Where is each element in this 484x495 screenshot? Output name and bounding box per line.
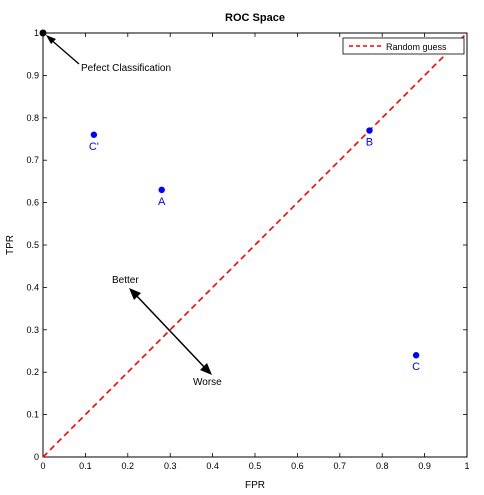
y-tick-label: 1 bbox=[34, 28, 39, 38]
legend-box bbox=[342, 37, 465, 55]
y-tick-label: 0 bbox=[34, 452, 39, 462]
point-label: C' bbox=[89, 141, 99, 153]
point-label: C bbox=[412, 361, 420, 373]
y-tick-label: 0.5 bbox=[26, 240, 39, 250]
worse-label: Worse bbox=[193, 377, 222, 388]
point-c-prime bbox=[90, 131, 98, 138]
x-tick-label: 0.7 bbox=[334, 461, 347, 471]
point-label: A bbox=[158, 196, 166, 208]
x-tick-label: 0.2 bbox=[122, 461, 135, 471]
better-label: Better bbox=[112, 275, 139, 286]
y-tick-label: 0.4 bbox=[26, 282, 39, 292]
x-axis-label: FPR bbox=[245, 480, 265, 491]
x-tick-label: 0.1 bbox=[79, 461, 92, 471]
data-points: C' A B C bbox=[89, 127, 420, 373]
worse-arrow-head bbox=[200, 363, 212, 375]
y-tick-label: 0.6 bbox=[26, 198, 39, 208]
x-tick-label: 0.8 bbox=[376, 461, 389, 471]
x-axis: 0 0.1 0.2 0.3 0.4 0.5 0.6 0.7 0.8 0.9 1 bbox=[40, 33, 470, 471]
x-tick-label: 0.3 bbox=[164, 461, 177, 471]
perfect-classification-label: Pefect Classification bbox=[81, 63, 171, 74]
legend: Random guess bbox=[342, 37, 465, 55]
chart-title: ROC Space bbox=[225, 12, 285, 24]
point-a bbox=[158, 186, 165, 194]
y-tick-label: 0.1 bbox=[26, 410, 39, 420]
point-b bbox=[366, 127, 373, 134]
point-label: B bbox=[366, 137, 373, 149]
y-tick-label: 0.3 bbox=[26, 325, 39, 335]
y-tick-label: 0.9 bbox=[26, 70, 39, 80]
perfect-classification-point bbox=[39, 29, 47, 37]
x-tick-label: 0.4 bbox=[206, 461, 219, 471]
x-tick-label: 1 bbox=[464, 461, 469, 471]
better-worse-arrow-line bbox=[133, 292, 208, 371]
plot-area bbox=[42, 32, 468, 458]
x-tick-label: 0.5 bbox=[249, 461, 262, 471]
legend-entry-random-guess: Random guess bbox=[386, 42, 447, 52]
perfect-arrow-line bbox=[48, 37, 80, 65]
y-axis: 0 0.1 0.2 0.3 0.4 0.5 0.6 0.7 0.8 0.9 1 bbox=[26, 28, 467, 462]
x-tick-label: 0 bbox=[40, 461, 45, 471]
y-tick-label: 0.8 bbox=[26, 113, 39, 123]
perfect-arrow-head bbox=[46, 35, 56, 44]
x-tick-label: 0.9 bbox=[418, 461, 431, 471]
y-tick-label: 0.2 bbox=[26, 367, 39, 377]
better-arrow-head bbox=[129, 288, 141, 300]
y-tick-label: 0.7 bbox=[26, 155, 39, 165]
point-c bbox=[412, 352, 420, 359]
x-tick-label: 0.6 bbox=[291, 461, 304, 471]
y-axis-label: TPR bbox=[5, 235, 16, 255]
